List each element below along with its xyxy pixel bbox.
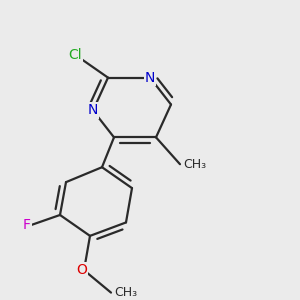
- Text: CH₃: CH₃: [183, 158, 206, 171]
- Text: CH₃: CH₃: [114, 286, 137, 298]
- Text: Cl: Cl: [68, 48, 82, 62]
- Text: O: O: [76, 263, 87, 277]
- Text: N: N: [88, 103, 98, 118]
- Text: N: N: [145, 70, 155, 85]
- Text: F: F: [23, 218, 31, 233]
